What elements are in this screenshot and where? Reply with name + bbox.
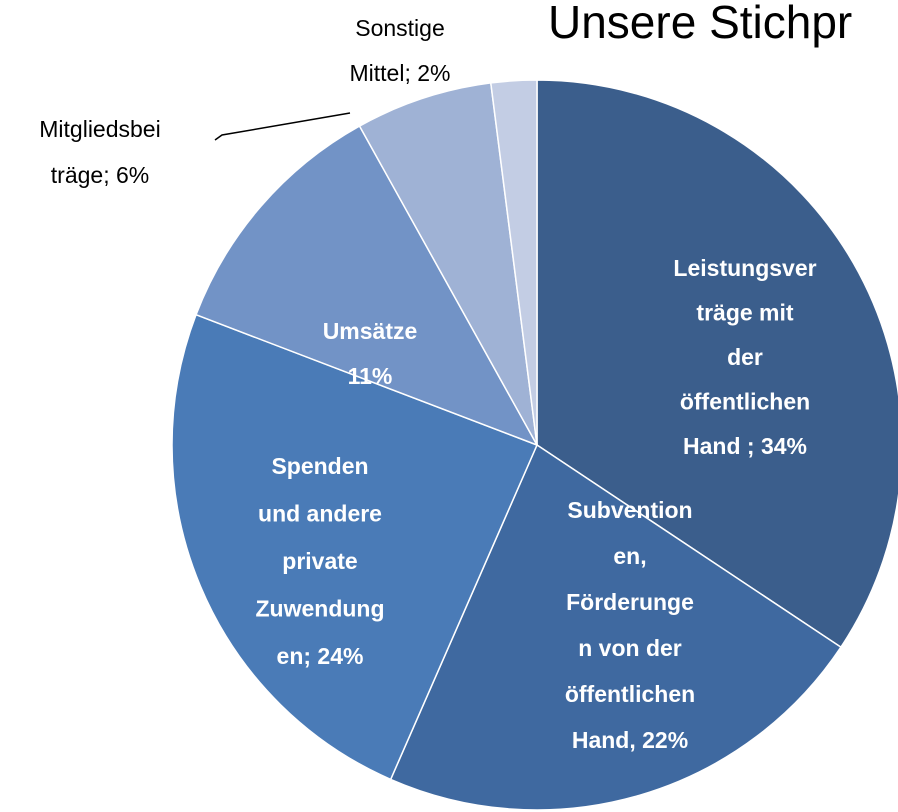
data-label: Zuwendung [255, 596, 384, 622]
data-label: Mittel; 2% [350, 60, 451, 86]
data-label: Spenden [271, 453, 368, 479]
data-label: Umsätze [323, 318, 418, 344]
data-label: träge; 6% [51, 162, 149, 188]
pie-slice [536, 79, 898, 649]
data-label: en, [613, 543, 646, 569]
pie-slice [171, 313, 539, 781]
data-label: private [282, 548, 357, 574]
data-label: der [727, 344, 763, 370]
data-label: Förderunge [566, 589, 694, 615]
data-label: öffentlichen [680, 389, 810, 415]
data-label: 11% [348, 363, 393, 389]
data-label: Hand ; 34% [683, 433, 807, 459]
data-label: öffentlichen [565, 681, 695, 707]
pie-slice [195, 125, 539, 447]
data-label: Subvention [567, 497, 692, 523]
data-label: n von der [578, 635, 682, 661]
data-label: und andere [258, 501, 382, 527]
data-label: Leistungsver [673, 255, 816, 281]
data-label: Hand, 22% [572, 727, 688, 753]
pie-slice [389, 443, 842, 811]
pie-slice [489, 79, 538, 446]
data-label: Sonstige [355, 15, 445, 41]
chart-title: Unsere Stichpr [548, 0, 852, 48]
leader-line [214, 112, 351, 141]
data-label: Mitgliedsbei [39, 116, 160, 142]
data-label: träge mit [696, 300, 793, 326]
data-label: en; 24% [277, 643, 364, 669]
pie-slice [358, 82, 538, 446]
